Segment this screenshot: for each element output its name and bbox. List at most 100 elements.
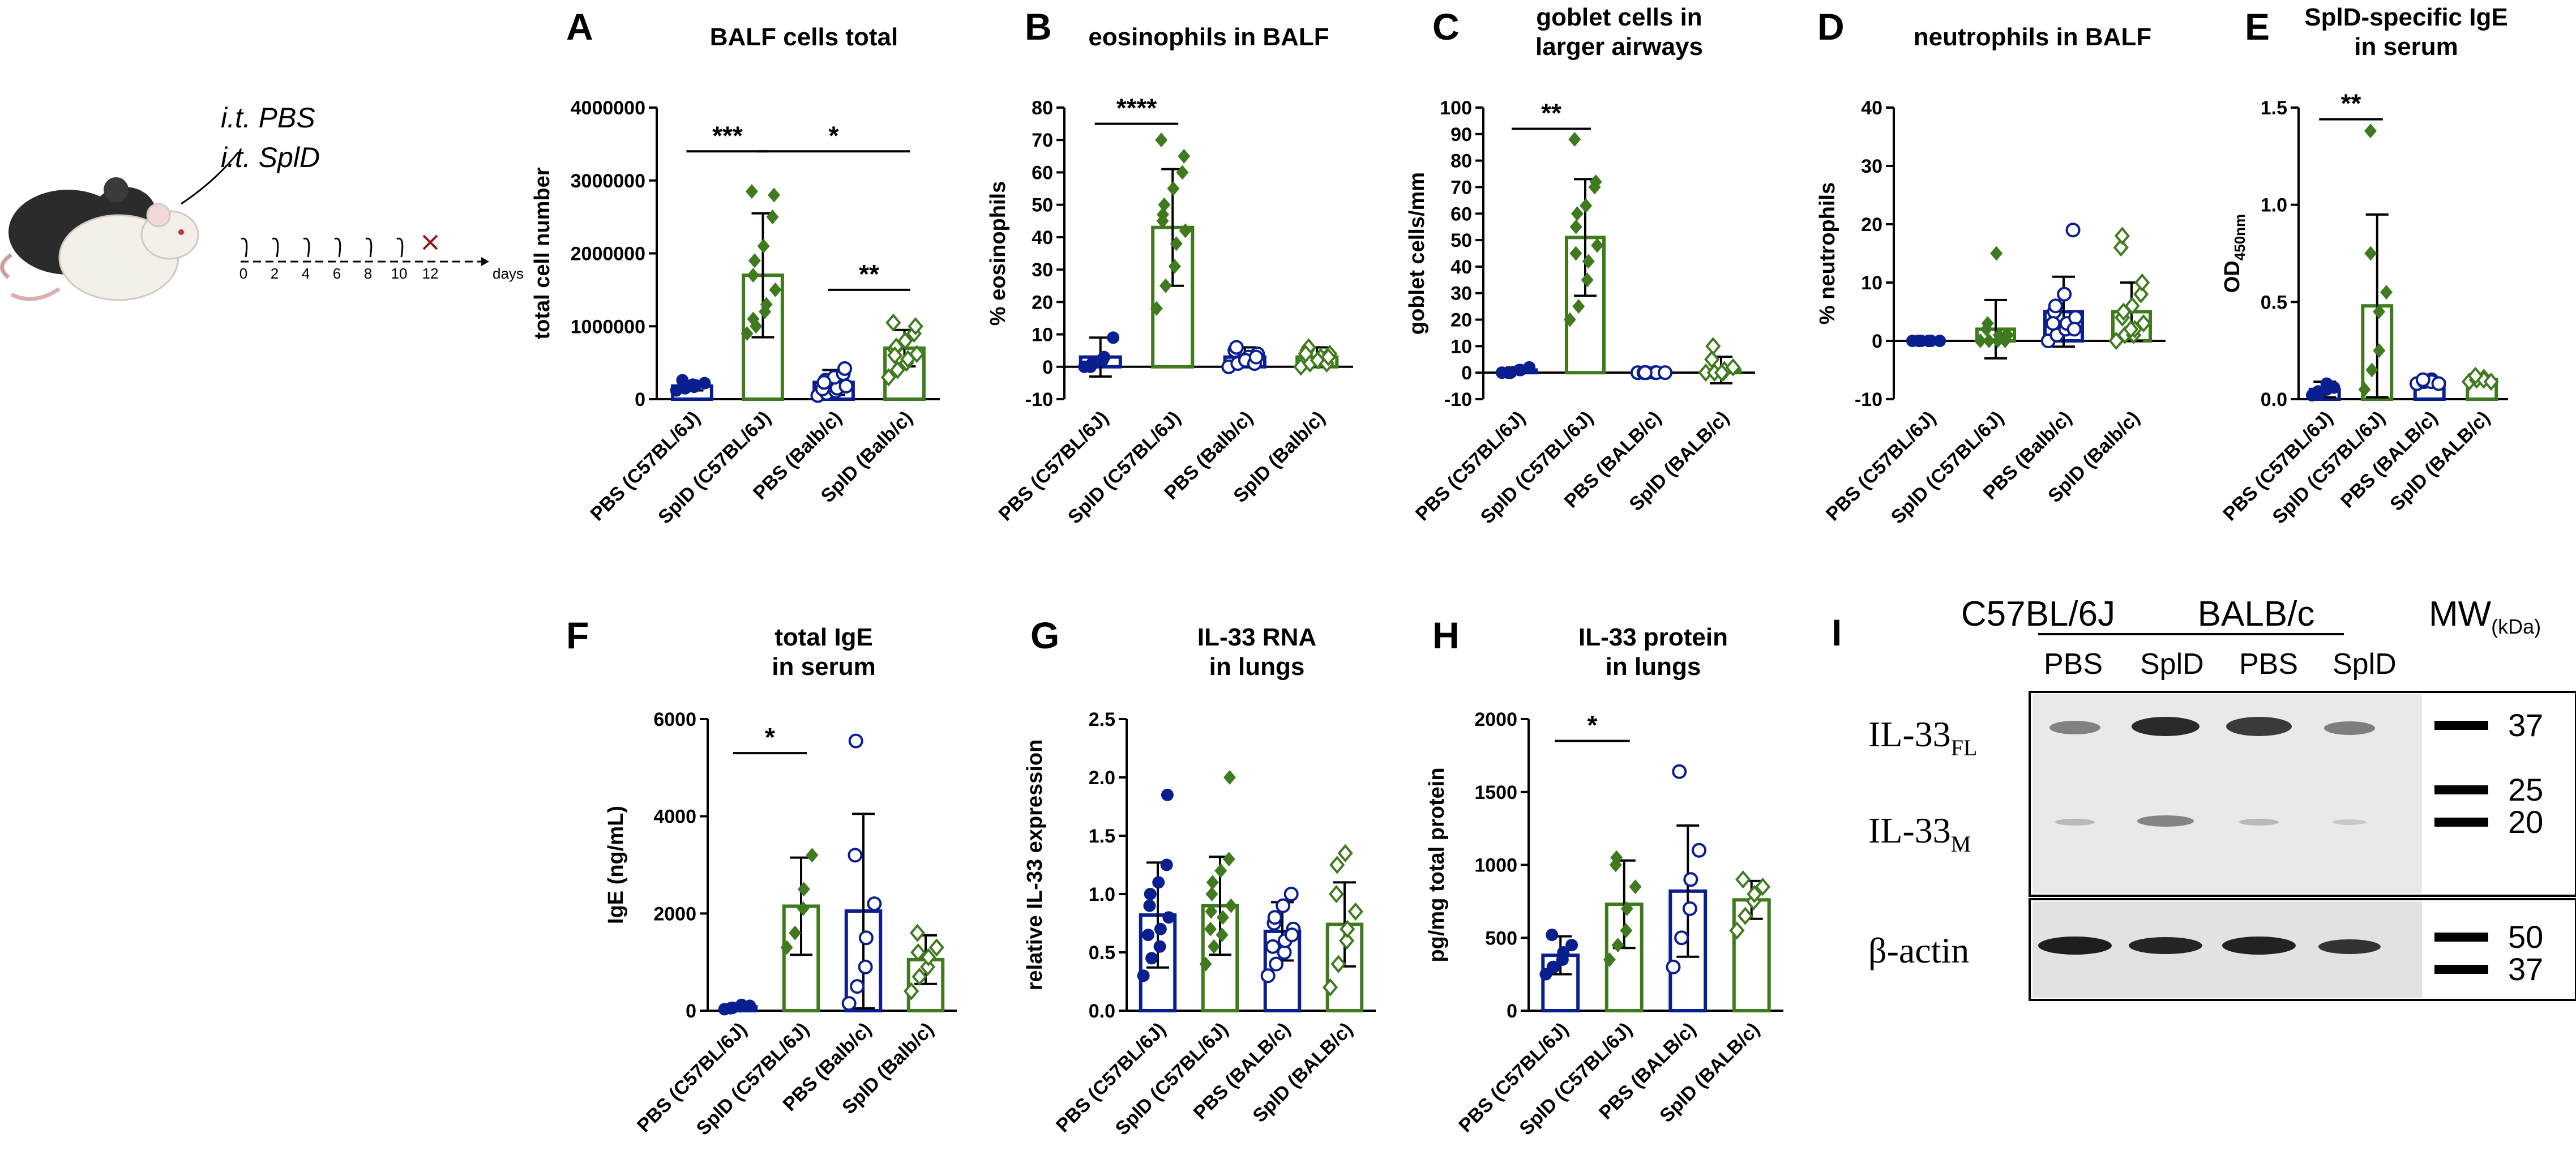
data-point	[1683, 872, 1698, 887]
data-point	[1152, 876, 1165, 889]
mw-label-20: 20	[2508, 804, 2543, 840]
dose-arrow	[365, 237, 373, 258]
y-tick-label: 0	[1507, 1000, 1517, 1022]
data-point	[1981, 316, 1994, 331]
lane-label-4: SplD	[2333, 648, 2397, 681]
y-tick-label: 0	[1872, 331, 1882, 352]
data-point	[867, 896, 882, 912]
category-label: SplD (C57BL/6J)	[692, 1019, 814, 1140]
data-point	[1603, 952, 1616, 967]
data-point	[912, 967, 927, 986]
data-point	[2358, 382, 2371, 397]
y-tick-label: 4000	[653, 806, 696, 828]
data-point	[1159, 278, 1172, 293]
y-tick-label: 500	[1485, 927, 1517, 949]
y-tick-label: 90	[1450, 124, 1472, 146]
data-point	[1974, 333, 1987, 348]
y-tick-label: 0.0	[1089, 1000, 1115, 1022]
band-il33-fl-3	[2226, 717, 2292, 736]
chart-title: neutrophils in BALF	[1914, 23, 2151, 51]
data-point	[848, 733, 863, 749]
data-point	[1320, 348, 1336, 366]
panel-label-E: E	[2245, 6, 2270, 48]
data-point	[1589, 174, 1602, 190]
dose-arrow	[334, 237, 341, 258]
y-tick-label: -10	[1025, 389, 1053, 411]
data-point	[780, 940, 793, 955]
y-tick-label: 10	[1032, 324, 1053, 346]
y-tick-label: 1500	[1474, 782, 1517, 803]
data-point	[1204, 921, 1217, 937]
data-point	[1094, 354, 1107, 367]
y-tick-label: 1000	[1474, 855, 1517, 876]
data-point	[1168, 259, 1181, 274]
band-il33-fl-1	[2049, 721, 2100, 734]
data-point	[841, 996, 857, 1011]
white-mouse-icon	[10, 203, 199, 301]
lane-label-1: PBS	[2044, 648, 2103, 681]
y-tick-label: 0.5	[1089, 942, 1115, 964]
data-point	[760, 297, 773, 312]
data-point	[797, 901, 810, 916]
data-point	[1229, 340, 1244, 355]
data-point	[743, 999, 756, 1012]
data-point	[880, 368, 897, 387]
band-actin-4	[2318, 939, 2381, 954]
mw-title: MW(kDa)	[2429, 595, 2541, 638]
data-point	[1283, 887, 1299, 901]
data-point	[1620, 923, 1633, 938]
data-point	[797, 882, 810, 897]
data-point	[1571, 206, 1584, 221]
data-point	[1658, 365, 1673, 380]
data-point	[910, 943, 926, 962]
y-tick-label: 2.5	[1089, 709, 1115, 730]
data-point	[1591, 238, 1604, 253]
data-point	[2113, 238, 2129, 257]
data-point	[2057, 287, 2072, 302]
data-point	[2134, 273, 2150, 292]
data-point	[1162, 911, 1175, 924]
chart-title: eosinophils in BALF	[1088, 23, 1329, 51]
y-tick-label: 20	[1450, 310, 1472, 331]
y-tick-label: 30	[1450, 283, 1472, 305]
data-point	[1629, 879, 1642, 895]
data-point	[1747, 884, 1762, 904]
y-tick-label: 50	[1032, 195, 1053, 216]
data-point	[858, 930, 874, 946]
data-point	[2066, 322, 2082, 337]
data-point	[1755, 878, 1771, 896]
data-point	[1205, 904, 1218, 919]
data-point	[1178, 148, 1191, 164]
data-point	[1546, 960, 1559, 973]
data-point	[1563, 312, 1576, 327]
data-point	[2065, 223, 2081, 238]
data-point	[2364, 123, 2377, 139]
y-tick-label: 40	[1861, 97, 1882, 119]
data-point	[686, 378, 699, 391]
data-point	[1107, 331, 1120, 344]
category-label: SplD (C57BL/6J)	[1111, 1019, 1233, 1140]
data-point	[2364, 246, 2377, 261]
data-point	[1913, 335, 1926, 347]
data-point	[1501, 366, 1514, 379]
y-tick-label: 1.0	[2261, 195, 2287, 216]
significance-label: *	[1587, 711, 1598, 740]
category-label: PBS (C57BL/6J)	[1454, 1019, 1573, 1137]
data-point	[1223, 770, 1236, 785]
data-point	[1337, 844, 1353, 862]
data-point	[1328, 884, 1345, 904]
category-label: SplD (C57BL/6J)	[1887, 407, 2008, 528]
data-point	[1284, 927, 1299, 943]
data-point	[1725, 358, 1741, 377]
pipette-arrow	[181, 152, 239, 205]
data-point	[1248, 349, 1264, 365]
timeline-day: 0	[239, 265, 247, 282]
data-point	[1143, 899, 1156, 912]
y-axis-label: relative IL-33 expression	[1023, 739, 1047, 991]
band-il33-m-3	[2239, 819, 2279, 826]
y-tick-label: -10	[1855, 389, 1882, 411]
y-axis-label: pg/mg total protein	[1425, 767, 1449, 962]
y-tick-label: 0	[686, 1000, 696, 1022]
